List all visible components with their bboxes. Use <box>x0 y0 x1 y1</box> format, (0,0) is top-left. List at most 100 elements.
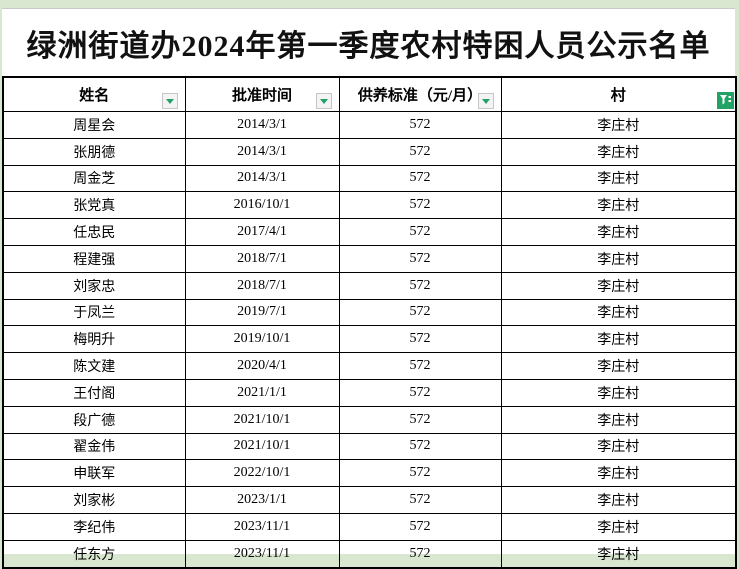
cell-name[interactable]: 张朋德 <box>2 137 186 166</box>
cell-approval-date[interactable]: 2014/3/1 <box>184 111 340 139</box>
table-row: 周金芝 2014/3/1 572 李庄村 <box>2 164 737 193</box>
table-row: 张党真 2016/10/1 572 李庄村 <box>2 191 737 220</box>
cell-village[interactable]: 李庄村 <box>500 539 737 569</box>
cell-name[interactable]: 周星会 <box>2 111 186 139</box>
cell-village[interactable]: 李庄村 <box>500 352 737 380</box>
table-row: 李纪伟 2023/11/1 572 李庄村 <box>2 512 737 541</box>
cell-approval-date[interactable]: 2021/10/1 <box>184 405 340 434</box>
cell-name[interactable]: 周金芝 <box>2 164 186 193</box>
cell-village[interactable]: 李庄村 <box>500 218 737 246</box>
table-row: 程建强 2018/7/1 572 李庄村 <box>2 244 737 273</box>
cell-support-standard[interactable]: 572 <box>338 432 502 461</box>
cell-name[interactable]: 申联军 <box>2 459 186 488</box>
column-header[interactable]: 村 <box>500 76 737 112</box>
cell-approval-date[interactable]: 2016/10/1 <box>184 191 340 220</box>
cell-support-standard[interactable]: 572 <box>338 539 502 569</box>
table-body: 周星会 2014/3/1 572 李庄村 张朋德 2014/3/1 572 李庄… <box>2 111 737 569</box>
cell-approval-date[interactable]: 2023/1/1 <box>184 486 340 514</box>
cell-support-standard[interactable]: 572 <box>338 298 502 327</box>
cell-approval-date[interactable]: 2021/10/1 <box>184 432 340 461</box>
column-header-label: 村 <box>610 88 626 104</box>
chevron-down-icon <box>481 98 490 104</box>
cell-support-standard[interactable]: 572 <box>338 405 502 434</box>
cell-name[interactable]: 翟金伟 <box>2 432 186 461</box>
page-title: 绿洲街道办2024年第一季度农村特困人员公示名单 <box>26 29 711 63</box>
cell-village[interactable]: 李庄村 <box>500 164 737 193</box>
cell-village[interactable]: 李庄村 <box>500 137 737 166</box>
cell-name[interactable]: 梅明升 <box>2 325 186 354</box>
roster-table: 姓名 批准时间 <box>2 76 737 569</box>
column-header-label: 批准时间 <box>231 88 292 104</box>
cell-approval-date[interactable]: 2023/11/1 <box>184 539 340 569</box>
cell-approval-date[interactable]: 2014/3/1 <box>184 137 340 166</box>
filter-active-icon[interactable] <box>717 92 734 109</box>
cell-name[interactable]: 张党真 <box>2 191 186 220</box>
cell-village[interactable]: 李庄村 <box>500 486 737 514</box>
title-area: 绿洲街道办2024年第一季度农村特困人员公示名单 <box>2 9 735 76</box>
cell-support-standard[interactable]: 572 <box>338 111 502 139</box>
chevron-down-icon <box>165 98 174 104</box>
table-row: 王付阁 2021/1/1 572 李庄村 <box>2 378 737 407</box>
cell-support-standard[interactable]: 572 <box>338 244 502 273</box>
table-row: 刘家彬 2023/1/1 572 李庄村 <box>2 486 737 514</box>
column-header[interactable]: 批准时间 <box>184 76 340 112</box>
cell-approval-date[interactable]: 2014/3/1 <box>184 164 340 193</box>
cell-village[interactable]: 李庄村 <box>500 271 737 300</box>
cell-support-standard[interactable]: 572 <box>338 218 502 246</box>
cell-support-standard[interactable]: 572 <box>338 378 502 407</box>
table-row: 申联军 2022/10/1 572 李庄村 <box>2 459 737 488</box>
cell-name[interactable]: 任东方 <box>2 539 186 569</box>
cell-village[interactable]: 李庄村 <box>500 405 737 434</box>
cell-name[interactable]: 段广德 <box>2 405 186 434</box>
cell-name[interactable]: 陈文建 <box>2 352 186 380</box>
cell-approval-date[interactable]: 2018/7/1 <box>184 244 340 273</box>
table-row: 陈文建 2020/4/1 572 李庄村 <box>2 352 737 380</box>
cell-name[interactable]: 于凤兰 <box>2 298 186 327</box>
cell-name[interactable]: 刘家忠 <box>2 271 186 300</box>
cell-support-standard[interactable]: 572 <box>338 164 502 193</box>
cell-support-standard[interactable]: 572 <box>338 512 502 541</box>
table-row: 段广德 2021/10/1 572 李庄村 <box>2 405 737 434</box>
cell-approval-date[interactable]: 2019/10/1 <box>184 325 340 354</box>
spreadsheet-page: { "title": "绿洲街道办2024年第一季度农村特困人员公示名单", "… <box>2 8 737 569</box>
cell-support-standard[interactable]: 572 <box>338 137 502 166</box>
column-header-label: 供养标准（元/月） <box>357 88 483 104</box>
cell-support-standard[interactable]: 572 <box>338 271 502 300</box>
cell-approval-date[interactable]: 2023/11/1 <box>184 512 340 541</box>
cell-approval-date[interactable]: 2017/4/1 <box>184 218 340 246</box>
header-row: 姓名 批准时间 <box>2 76 737 112</box>
cell-village[interactable]: 李庄村 <box>500 459 737 488</box>
cell-approval-date[interactable]: 2021/1/1 <box>184 378 340 407</box>
cell-village[interactable]: 李庄村 <box>500 512 737 541</box>
cell-approval-date[interactable]: 2022/10/1 <box>184 459 340 488</box>
cell-village[interactable]: 李庄村 <box>500 244 737 273</box>
cell-village[interactable]: 李庄村 <box>500 325 737 354</box>
cell-support-standard[interactable]: 572 <box>338 325 502 354</box>
cell-name[interactable]: 李纪伟 <box>2 512 186 541</box>
filter-dropdown-icon[interactable] <box>315 93 332 109</box>
table-row: 任忠民 2017/4/1 572 李庄村 <box>2 218 737 246</box>
cell-support-standard[interactable]: 572 <box>338 191 502 220</box>
cell-name[interactable]: 刘家彬 <box>2 486 186 514</box>
column-header-label: 姓名 <box>79 88 110 104</box>
column-header[interactable]: 供养标准（元/月） <box>338 76 502 112</box>
filter-dropdown-icon[interactable] <box>477 93 494 109</box>
cell-name[interactable]: 程建强 <box>2 244 186 273</box>
filter-dropdown-icon[interactable] <box>161 93 178 109</box>
cell-support-standard[interactable]: 572 <box>338 486 502 514</box>
funnel-icon <box>720 95 731 105</box>
column-header[interactable]: 姓名 <box>2 76 186 112</box>
cell-support-standard[interactable]: 572 <box>338 352 502 380</box>
cell-approval-date[interactable]: 2020/4/1 <box>184 352 340 380</box>
cell-support-standard[interactable]: 572 <box>338 459 502 488</box>
cell-village[interactable]: 李庄村 <box>500 298 737 327</box>
cell-village[interactable]: 李庄村 <box>500 191 737 220</box>
cell-approval-date[interactable]: 2018/7/1 <box>184 271 340 300</box>
worksheet: 绿洲街道办2024年第一季度农村特困人员公示名单 姓名 <box>2 8 737 569</box>
cell-approval-date[interactable]: 2019/7/1 <box>184 298 340 327</box>
cell-village[interactable]: 李庄村 <box>500 432 737 461</box>
cell-name[interactable]: 任忠民 <box>2 218 186 246</box>
cell-name[interactable]: 王付阁 <box>2 378 186 407</box>
cell-village[interactable]: 李庄村 <box>500 111 737 139</box>
cell-village[interactable]: 李庄村 <box>500 378 737 407</box>
